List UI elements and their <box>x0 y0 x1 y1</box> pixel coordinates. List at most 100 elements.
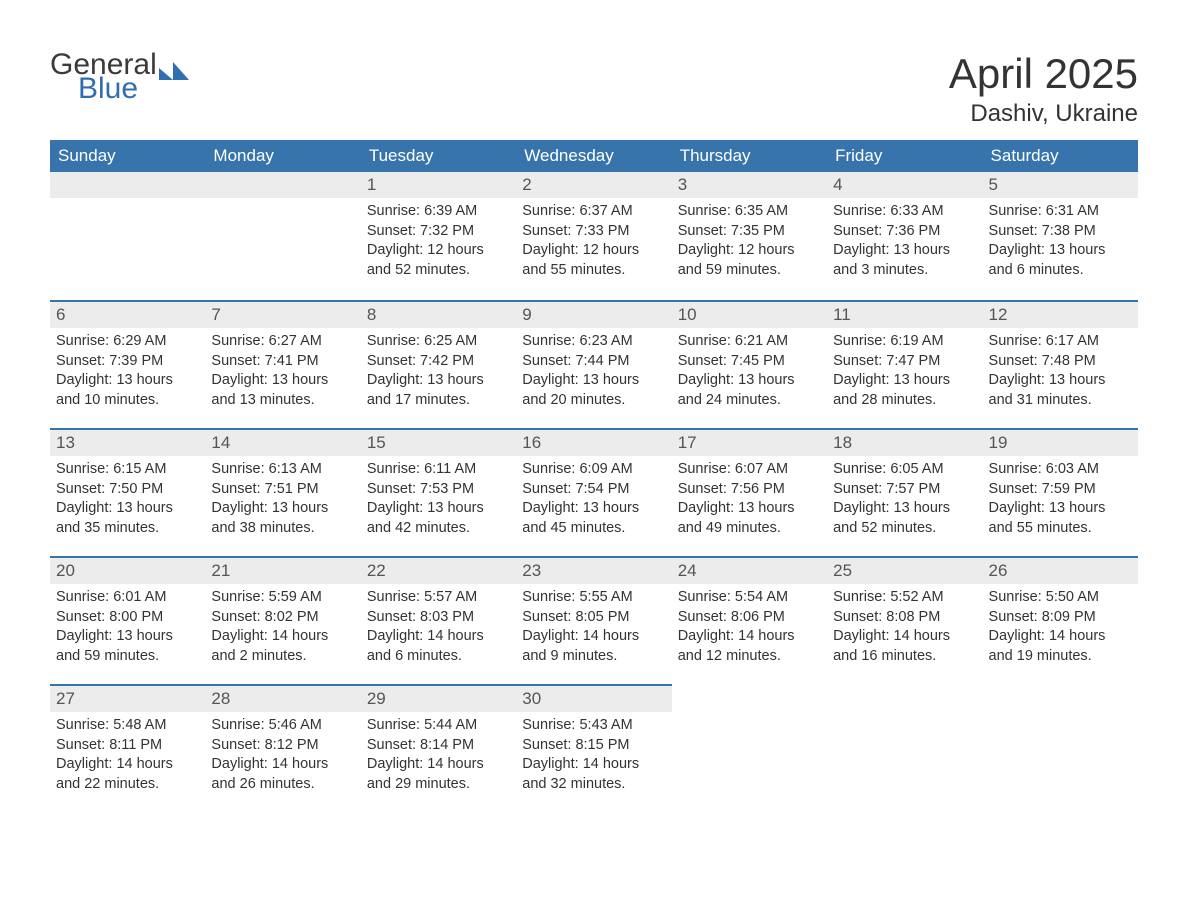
calendar-cell: 29Sunrise: 5:44 AMSunset: 8:14 PMDayligh… <box>361 684 516 812</box>
sunset-text: Sunset: 8:12 PM <box>211 736 354 756</box>
sunset-text: Sunset: 7:44 PM <box>522 352 665 372</box>
daylight-text: Daylight: 13 hours and 42 minutes. <box>367 499 510 538</box>
weekday-header: Saturday <box>983 140 1138 172</box>
day-body: Sunrise: 6:09 AMSunset: 7:54 PMDaylight:… <box>516 456 671 546</box>
calendar-cell: 21Sunrise: 5:59 AMSunset: 8:02 PMDayligh… <box>205 556 360 684</box>
location: Dashiv, Ukraine <box>949 100 1138 128</box>
day-number: 1 <box>361 172 516 198</box>
weekday-header: Thursday <box>672 140 827 172</box>
sunset-text: Sunset: 7:42 PM <box>367 352 510 372</box>
calendar-cell: 26Sunrise: 5:50 AMSunset: 8:09 PMDayligh… <box>983 556 1138 684</box>
day-number: 17 <box>672 428 827 456</box>
day-number: 12 <box>983 300 1138 328</box>
day-body: Sunrise: 5:55 AMSunset: 8:05 PMDaylight:… <box>516 584 671 674</box>
calendar-cell: 25Sunrise: 5:52 AMSunset: 8:08 PMDayligh… <box>827 556 982 684</box>
calendar-cell: 16Sunrise: 6:09 AMSunset: 7:54 PMDayligh… <box>516 428 671 556</box>
day-number: 25 <box>827 556 982 584</box>
weekday-header: Sunday <box>50 140 205 172</box>
sunset-text: Sunset: 7:57 PM <box>833 480 976 500</box>
sunrise-text: Sunrise: 6:35 AM <box>678 202 821 222</box>
day-body: Sunrise: 6:39 AMSunset: 7:32 PMDaylight:… <box>361 198 516 288</box>
day-body: Sunrise: 6:35 AMSunset: 7:35 PMDaylight:… <box>672 198 827 288</box>
day-number: 11 <box>827 300 982 328</box>
sunset-text: Sunset: 8:02 PM <box>211 608 354 628</box>
sunset-text: Sunset: 7:51 PM <box>211 480 354 500</box>
calendar-cell-empty <box>983 684 1138 812</box>
calendar-cell: 22Sunrise: 5:57 AMSunset: 8:03 PMDayligh… <box>361 556 516 684</box>
day-body: Sunrise: 6:03 AMSunset: 7:59 PMDaylight:… <box>983 456 1138 546</box>
calendar-cell: 3Sunrise: 6:35 AMSunset: 7:35 PMDaylight… <box>672 172 827 300</box>
logo: General Blue <box>50 50 189 104</box>
day-body: Sunrise: 6:21 AMSunset: 7:45 PMDaylight:… <box>672 328 827 418</box>
day-body: Sunrise: 6:07 AMSunset: 7:56 PMDaylight:… <box>672 456 827 546</box>
sunrise-text: Sunrise: 6:39 AM <box>367 202 510 222</box>
day-body: Sunrise: 6:15 AMSunset: 7:50 PMDaylight:… <box>50 456 205 546</box>
weekday-header: Wednesday <box>516 140 671 172</box>
sunset-text: Sunset: 7:33 PM <box>522 222 665 242</box>
day-number: 5 <box>983 172 1138 198</box>
sunset-text: Sunset: 7:59 PM <box>989 480 1132 500</box>
day-number: 15 <box>361 428 516 456</box>
sunset-text: Sunset: 8:05 PM <box>522 608 665 628</box>
calendar-cell: 27Sunrise: 5:48 AMSunset: 8:11 PMDayligh… <box>50 684 205 812</box>
calendar-cell-empty <box>205 172 360 300</box>
daylight-text: Daylight: 12 hours and 59 minutes. <box>678 241 821 280</box>
day-body: Sunrise: 5:44 AMSunset: 8:14 PMDaylight:… <box>361 712 516 802</box>
calendar-cell: 23Sunrise: 5:55 AMSunset: 8:05 PMDayligh… <box>516 556 671 684</box>
sunrise-text: Sunrise: 5:55 AM <box>522 588 665 608</box>
calendar-cell: 12Sunrise: 6:17 AMSunset: 7:48 PMDayligh… <box>983 300 1138 428</box>
header: General Blue April 2025 Dashiv, Ukraine <box>50 50 1138 128</box>
day-number: 3 <box>672 172 827 198</box>
sunrise-text: Sunrise: 6:09 AM <box>522 460 665 480</box>
calendar-cell: 18Sunrise: 6:05 AMSunset: 7:57 PMDayligh… <box>827 428 982 556</box>
title-block: April 2025 Dashiv, Ukraine <box>949 50 1138 128</box>
calendar-row: 13Sunrise: 6:15 AMSunset: 7:50 PMDayligh… <box>50 428 1138 556</box>
sunset-text: Sunset: 8:08 PM <box>833 608 976 628</box>
calendar-cell: 5Sunrise: 6:31 AMSunset: 7:38 PMDaylight… <box>983 172 1138 300</box>
daylight-text: Daylight: 13 hours and 24 minutes. <box>678 371 821 410</box>
daylight-text: Daylight: 13 hours and 10 minutes. <box>56 371 199 410</box>
day-body: Sunrise: 5:43 AMSunset: 8:15 PMDaylight:… <box>516 712 671 802</box>
sunrise-text: Sunrise: 6:31 AM <box>989 202 1132 222</box>
daylight-text: Daylight: 14 hours and 16 minutes. <box>833 627 976 666</box>
daylight-text: Daylight: 13 hours and 28 minutes. <box>833 371 976 410</box>
sunset-text: Sunset: 7:38 PM <box>989 222 1132 242</box>
day-body: Sunrise: 5:50 AMSunset: 8:09 PMDaylight:… <box>983 584 1138 674</box>
day-number: 10 <box>672 300 827 328</box>
sunset-text: Sunset: 8:14 PM <box>367 736 510 756</box>
daylight-text: Daylight: 14 hours and 26 minutes. <box>211 755 354 794</box>
sunset-text: Sunset: 8:06 PM <box>678 608 821 628</box>
calendar-cell-empty <box>50 172 205 300</box>
daylight-text: Daylight: 13 hours and 38 minutes. <box>211 499 354 538</box>
sunrise-text: Sunrise: 6:11 AM <box>367 460 510 480</box>
sunset-text: Sunset: 8:11 PM <box>56 736 199 756</box>
sunrise-text: Sunrise: 6:21 AM <box>678 332 821 352</box>
day-body: Sunrise: 5:54 AMSunset: 8:06 PMDaylight:… <box>672 584 827 674</box>
calendar-cell: 17Sunrise: 6:07 AMSunset: 7:56 PMDayligh… <box>672 428 827 556</box>
daylight-text: Daylight: 14 hours and 22 minutes. <box>56 755 199 794</box>
calendar-cell: 8Sunrise: 6:25 AMSunset: 7:42 PMDaylight… <box>361 300 516 428</box>
sunset-text: Sunset: 7:41 PM <box>211 352 354 372</box>
sunrise-text: Sunrise: 5:46 AM <box>211 716 354 736</box>
calendar-cell: 28Sunrise: 5:46 AMSunset: 8:12 PMDayligh… <box>205 684 360 812</box>
weekday-header-row: SundayMondayTuesdayWednesdayThursdayFrid… <box>50 140 1138 172</box>
calendar-cell: 1Sunrise: 6:39 AMSunset: 7:32 PMDaylight… <box>361 172 516 300</box>
sunrise-text: Sunrise: 5:44 AM <box>367 716 510 736</box>
sunset-text: Sunset: 8:15 PM <box>522 736 665 756</box>
day-body: Sunrise: 6:25 AMSunset: 7:42 PMDaylight:… <box>361 328 516 418</box>
day-body: Sunrise: 5:57 AMSunset: 8:03 PMDaylight:… <box>361 584 516 674</box>
day-number: 27 <box>50 684 205 712</box>
daylight-text: Daylight: 13 hours and 49 minutes. <box>678 499 821 538</box>
daylight-text: Daylight: 13 hours and 59 minutes. <box>56 627 199 666</box>
day-number: 23 <box>516 556 671 584</box>
sunrise-text: Sunrise: 6:19 AM <box>833 332 976 352</box>
daylight-text: Daylight: 14 hours and 12 minutes. <box>678 627 821 666</box>
day-body: Sunrise: 6:13 AMSunset: 7:51 PMDaylight:… <box>205 456 360 546</box>
day-number: 4 <box>827 172 982 198</box>
daylight-text: Daylight: 14 hours and 19 minutes. <box>989 627 1132 666</box>
sunrise-text: Sunrise: 5:57 AM <box>367 588 510 608</box>
day-number: 6 <box>50 300 205 328</box>
weekday-header: Monday <box>205 140 360 172</box>
calendar-table: SundayMondayTuesdayWednesdayThursdayFrid… <box>50 140 1138 812</box>
day-body: Sunrise: 6:23 AMSunset: 7:44 PMDaylight:… <box>516 328 671 418</box>
